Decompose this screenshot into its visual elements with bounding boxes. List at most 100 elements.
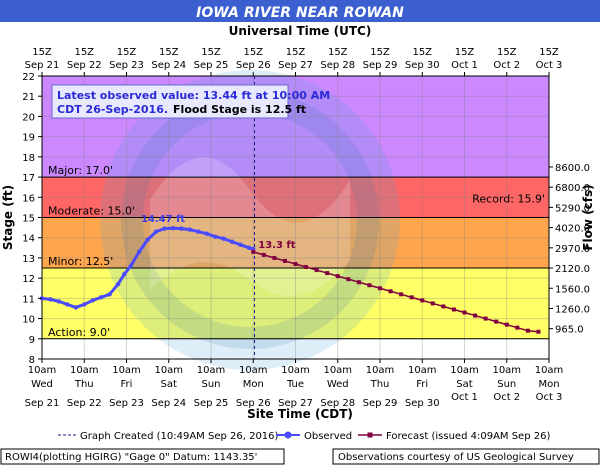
bottom-tick-time: 10am xyxy=(450,365,479,376)
flood-category-labels: Action: 9.0' Minor: 12.5' Moderate: 15.0' M… xyxy=(48,164,545,339)
observed-point xyxy=(98,295,104,300)
observed-point xyxy=(162,226,167,231)
top-tick-time: 15Z xyxy=(201,47,221,58)
bottom-tick-day: Thu xyxy=(74,379,94,390)
top-tick-date: Sep 30 xyxy=(405,60,440,71)
flood-category-bands xyxy=(42,76,549,359)
bottom-tick-date: Sep 28 xyxy=(320,398,355,409)
observed-point xyxy=(73,305,79,310)
observed-point xyxy=(196,229,201,234)
legend-created-label: Graph Created (10:49AM Sep 26, 2016) xyxy=(80,431,279,442)
bottom-tick-date: Sep 24 xyxy=(151,398,186,409)
forecast-point xyxy=(378,286,382,291)
noaa-watermark-bird xyxy=(150,157,350,296)
forecast-point xyxy=(261,252,266,257)
top-tick-time: 15Z xyxy=(286,47,306,58)
observed-point xyxy=(90,298,95,303)
stage-tick-label: 17 xyxy=(22,173,35,184)
bottom-tick-time: 10am xyxy=(70,365,99,376)
stage-tick-label: 11 xyxy=(22,294,35,305)
top-tick-date: Sep 27 xyxy=(278,60,313,71)
top-tick-date: Sep 26 xyxy=(236,60,271,71)
stage-tick-label: 9 xyxy=(29,335,35,346)
bottom-tick-day: Sun xyxy=(201,379,220,390)
stage-tick-label: 15 xyxy=(22,214,35,225)
bottom-tick-time: 10am xyxy=(154,365,183,376)
top-tick-date: Sep 28 xyxy=(320,60,355,71)
forecast-point xyxy=(430,301,435,306)
label-major: Major: 17.0' xyxy=(48,164,113,177)
top-tick-date: Oct 1 xyxy=(451,60,478,71)
top-tick-time: 15Z xyxy=(159,47,179,58)
bottom-tick-time: 10am xyxy=(492,365,521,376)
stage-tick-label: 22 xyxy=(22,72,35,83)
bottom-tick-time: 10am xyxy=(197,365,226,376)
flow-tick-label: 965.0 xyxy=(555,325,584,336)
band-moderate xyxy=(42,177,549,218)
observed-point xyxy=(153,229,159,234)
bottom-tick-day: Tue xyxy=(286,379,304,390)
forecast-point xyxy=(525,328,530,333)
datum-box xyxy=(0,448,285,465)
series-markers xyxy=(39,226,541,334)
bottom-tick-date: Sep 22 xyxy=(67,398,102,409)
forecast-point xyxy=(346,277,351,282)
forecast-point xyxy=(335,274,340,279)
bottom-tick-time: 10am xyxy=(366,365,395,376)
forecast-point xyxy=(367,283,372,288)
stage-tick-label: 19 xyxy=(22,133,35,144)
stage-tick-label: 14 xyxy=(22,234,35,245)
bottom-tick-time: 10am xyxy=(535,365,564,376)
stage-tick-label: 12 xyxy=(22,274,35,285)
flow-tick-label: 8600.0 xyxy=(555,163,590,174)
bottom-tick-date: Sep 27 xyxy=(278,398,313,409)
forecast-point xyxy=(272,255,277,260)
noaa-logo-watermark xyxy=(100,70,400,370)
observed-point xyxy=(136,249,142,255)
forecast-point xyxy=(483,316,488,321)
forecast-point xyxy=(515,325,520,330)
forecast-point xyxy=(420,298,425,303)
top-tick-time: 15Z xyxy=(74,47,94,58)
title-bar xyxy=(0,0,600,22)
top-tick-time: 15Z xyxy=(412,47,432,58)
flow-tick-label: 1560.0 xyxy=(555,284,590,295)
observed-point xyxy=(107,292,112,297)
bottom-tick-time: 10am xyxy=(112,365,141,376)
bottom-tick-day: Sat xyxy=(161,379,177,390)
forecast-point xyxy=(504,322,509,327)
chart-title: IOWA RIVER NEAR ROWAN xyxy=(196,5,404,21)
bottom-tick-day: Fri xyxy=(416,379,428,390)
observed-point xyxy=(238,242,243,247)
top-tick-time: 15Z xyxy=(243,47,263,58)
flood-category-lines xyxy=(42,176,549,340)
forecast-point xyxy=(251,249,256,254)
stage-tick-label: 16 xyxy=(22,193,35,204)
forecast-point xyxy=(282,258,287,263)
forecast-point xyxy=(399,292,404,297)
bottom-tick-time: 10am xyxy=(281,365,310,376)
latest-value-line1: Latest observed value: 13.44 ft at 10:00… xyxy=(57,89,330,102)
credit-box xyxy=(332,448,600,465)
last-observed-annotation: 13.3 ft xyxy=(258,240,296,251)
series-forecast-line xyxy=(253,251,539,333)
legend-observed-label: Observed xyxy=(304,431,352,442)
flow-tick-label: 6800.0 xyxy=(555,183,590,194)
stage-axis-ticks: 8 9 10 11 12 13 14 15 16 17 18 19 20 21 22 xyxy=(22,72,42,366)
bottom-axis-title: Site Time (CDT) xyxy=(247,407,353,421)
bottom-tick-date: Sep 25 xyxy=(194,398,229,409)
forecast-point xyxy=(494,319,499,324)
top-tick-date: Sep 29 xyxy=(363,60,398,71)
top-tick-date: Oct 2 xyxy=(493,60,520,71)
observed-point xyxy=(128,263,133,269)
flow-axis-ticks: 965.0 1260.0 1560.0 2120.0 2970.0 4020.0 5290.… xyxy=(549,163,590,336)
top-tick-date: Sep 25 xyxy=(194,60,229,71)
top-tick-time: 15Z xyxy=(497,47,517,58)
top-tick-date: Sep 24 xyxy=(151,60,186,71)
forecast-point xyxy=(388,289,393,294)
top-tick-date: Sep 23 xyxy=(109,60,144,71)
datum-text: ROWI4(plotting HGIRG) "Gage 0" Datum: 11… xyxy=(5,452,257,463)
top-axis-ticks: 15Z Sep 21 15Z Sep 22 15Z Sep 23 15Z Sep 24 15Z S… xyxy=(25,47,562,76)
forecast-point xyxy=(409,295,414,300)
bottom-tick-day: Thu xyxy=(370,379,390,390)
